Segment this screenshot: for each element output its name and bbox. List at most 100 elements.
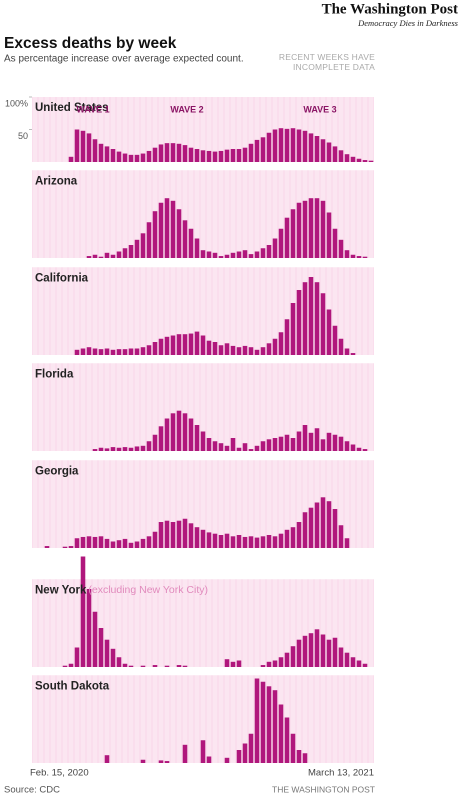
bar <box>254 139 260 162</box>
bar <box>158 760 164 763</box>
bar <box>278 128 284 162</box>
bar <box>152 147 158 162</box>
bar <box>200 431 206 451</box>
bar <box>308 432 314 451</box>
bar <box>254 251 260 258</box>
bar <box>308 507 314 548</box>
bar <box>266 535 272 548</box>
bar <box>158 522 164 548</box>
bar <box>170 413 176 451</box>
bar <box>92 611 98 667</box>
bar <box>158 426 164 451</box>
bar <box>188 333 194 355</box>
bar <box>176 520 182 548</box>
bar <box>122 248 128 258</box>
panel-title: United States <box>35 102 109 114</box>
bar <box>164 665 170 667</box>
bar <box>356 158 362 162</box>
bar <box>272 438 278 451</box>
bar <box>332 434 338 451</box>
tagline: Democracy Dies in Darkness <box>357 18 459 28</box>
bar <box>176 209 182 258</box>
bar <box>266 439 272 451</box>
bar <box>326 639 332 667</box>
bar <box>92 348 98 355</box>
bar <box>80 348 86 355</box>
bar <box>104 252 110 258</box>
bar <box>290 733 296 763</box>
bar <box>224 757 230 763</box>
panel-title: California <box>35 272 89 284</box>
bar <box>296 129 302 162</box>
bar <box>116 151 122 162</box>
bar <box>152 211 158 258</box>
bar <box>140 538 146 548</box>
bar <box>182 665 188 667</box>
bar <box>260 665 266 667</box>
bar <box>272 238 278 258</box>
bar <box>248 449 254 451</box>
bar <box>164 761 170 763</box>
bar <box>104 146 110 162</box>
bar <box>212 151 218 162</box>
bar <box>194 238 200 258</box>
bar <box>212 533 218 548</box>
bar <box>260 347 266 355</box>
bar <box>338 525 344 548</box>
bar <box>110 349 116 355</box>
bar <box>110 541 116 548</box>
bar <box>320 439 326 451</box>
bar <box>284 529 290 548</box>
bar <box>272 129 278 162</box>
bar <box>152 434 158 451</box>
bar <box>182 744 188 763</box>
bar <box>128 154 134 162</box>
bar <box>350 156 356 162</box>
bar <box>236 660 242 667</box>
bar <box>296 750 302 763</box>
bar <box>218 345 224 355</box>
source: Source: CDC <box>4 785 60 796</box>
bar <box>272 660 278 667</box>
note: RECENT WEEKS HAVE INCOMPLETE DATA <box>278 52 375 72</box>
bar <box>230 252 236 258</box>
panel-title: New York <box>35 584 87 596</box>
bar <box>320 293 326 355</box>
bar <box>62 665 68 667</box>
bar <box>194 331 200 355</box>
bar <box>236 535 242 548</box>
bar <box>344 250 350 258</box>
bar <box>260 536 266 548</box>
bar <box>74 129 80 162</box>
bar <box>344 652 350 667</box>
bar <box>290 646 296 667</box>
bar <box>188 418 194 451</box>
bar <box>314 136 320 162</box>
bar <box>284 434 290 451</box>
bar <box>278 533 284 548</box>
bar <box>368 160 374 162</box>
bar <box>164 198 170 258</box>
panel-title: Florida <box>35 368 74 380</box>
bar <box>284 319 290 355</box>
bar <box>98 349 104 355</box>
bar <box>302 635 308 667</box>
bar <box>206 756 212 763</box>
bar <box>224 254 230 258</box>
bar <box>182 518 188 548</box>
bar <box>230 345 236 355</box>
bar <box>146 441 152 451</box>
annotation: WAVE 1 <box>76 104 109 114</box>
bar <box>92 254 98 258</box>
bar <box>146 150 152 162</box>
bar <box>158 202 164 258</box>
bar <box>362 449 368 451</box>
bar <box>134 348 140 355</box>
bar <box>158 144 164 162</box>
bar <box>182 334 188 355</box>
bar <box>284 217 290 258</box>
bar <box>158 338 164 355</box>
bar <box>254 445 260 451</box>
bar <box>182 145 188 162</box>
bar <box>236 750 242 763</box>
